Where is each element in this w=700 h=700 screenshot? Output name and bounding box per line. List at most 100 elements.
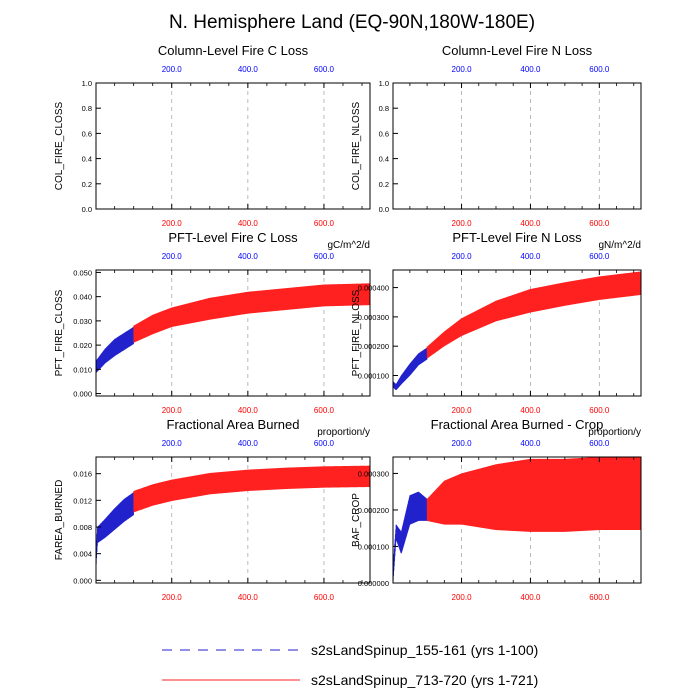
- y-tick-label: 0.6: [82, 129, 92, 138]
- y-axis-label: BAF_CROP: [351, 493, 362, 547]
- x-tick-label-top: 600.0: [314, 439, 335, 448]
- plot-frame: [95, 456, 371, 584]
- series-line-2: [133, 283, 370, 343]
- y-axis-label: PFT_FIRE_CLOSS: [54, 289, 65, 376]
- x-tick-label-top: 200.0: [452, 252, 473, 261]
- x-tick-label-top: 200.0: [162, 252, 183, 261]
- y-tick-label: 0.000100: [358, 371, 389, 380]
- y-tick-label: 0.000300: [358, 313, 389, 322]
- x-tick-label-top: 600.0: [589, 65, 610, 74]
- x-tick-label-bottom: 400.0: [238, 406, 259, 415]
- x-tick-label-top: 200.0: [162, 439, 183, 448]
- series-line-2: [426, 271, 641, 359]
- panel-units: proportion/y: [588, 427, 641, 438]
- y-tick-label: 0.000: [73, 390, 92, 399]
- panel-units: gN/m^2/d: [599, 240, 642, 251]
- panel-title: PFT-Level Fire N Loss: [452, 230, 582, 245]
- x-tick-label-bottom: 600.0: [314, 406, 335, 415]
- x-tick-label-top: 600.0: [589, 439, 610, 448]
- x-tick-label-bottom: 400.0: [520, 593, 541, 602]
- panel-title: Column-Level Fire N Loss: [442, 43, 593, 58]
- panel-1: Column-Level Fire C Loss COL_FIRE_CLOSS 0.…: [54, 43, 371, 228]
- panel-title: Fractional Area Burned: [167, 417, 300, 432]
- y-tick-label: 0.2: [379, 180, 389, 189]
- panel-units: proportion/y: [317, 427, 370, 438]
- y-axis-label: PFT_FIRE_NLOSS: [351, 289, 362, 376]
- y-tick-label: 0.000100: [358, 542, 389, 551]
- panel-6: Fractional Area Burned - Cropproportion/…: [351, 417, 642, 602]
- y-axis-label: FAREA_BURNED: [54, 480, 65, 561]
- panels: Column-Level Fire C Loss COL_FIRE_CLOSS 0.…: [54, 43, 642, 602]
- y-tick-label: 0.4: [379, 155, 389, 164]
- y-tick-label: 0.040: [73, 293, 92, 302]
- plot-frame: [95, 82, 371, 210]
- panel-4: PFT-Level Fire N Loss gN/m^2/d PFT_FIRE_NL…: [351, 230, 642, 415]
- y-tick-label: 0.010: [73, 365, 92, 374]
- x-tick-label-bottom: 200.0: [452, 593, 473, 602]
- series-line-1: [96, 326, 135, 373]
- y-tick-label: 0.004: [73, 550, 92, 559]
- y-tick-label: 0.050: [73, 268, 92, 277]
- x-tick-label-top: 600.0: [314, 252, 335, 261]
- y-tick-label: 0.020: [73, 341, 92, 350]
- y-tick-label: 0.8: [82, 104, 92, 113]
- panel-2: Column-Level Fire N Loss COL_FIRE_NLOSS 0.…: [351, 43, 642, 228]
- y-tick-label: 1.0: [82, 79, 92, 88]
- x-tick-label-bottom: 600.0: [314, 593, 335, 602]
- x-tick-label-bottom: 600.0: [314, 219, 335, 228]
- y-axis-label: COL_FIRE_CLOSS: [54, 101, 65, 190]
- figure-title: N. Hemisphere Land (EQ-90N,180W-180E): [169, 12, 535, 33]
- x-tick-label-top: 600.0: [589, 252, 610, 261]
- y-tick-label: 0.0: [82, 205, 92, 214]
- series-line-1: [393, 491, 428, 581]
- legend: s2sLandSpinup_155-161 (yrs 1-100) s2sLan…: [162, 642, 538, 688]
- panel-5: Fractional Area Burned proportion/y FAREA_…: [54, 417, 371, 602]
- plot-frame: [392, 269, 642, 397]
- plot-frame: [392, 82, 642, 210]
- y-tick-label: 0.000000: [358, 579, 389, 588]
- x-tick-label-bottom: 400.0: [520, 219, 541, 228]
- panel-title: Fractional Area Burned - Crop: [431, 417, 604, 432]
- x-tick-label-top: 400.0: [520, 252, 541, 261]
- panel-3: PFT-Level Fire C Loss gC/m^2/d PFT_FIRE_CL…: [54, 230, 371, 415]
- x-tick-label-top: 400.0: [238, 252, 259, 261]
- x-tick-label-bottom: 400.0: [238, 593, 259, 602]
- x-tick-label-bottom: 200.0: [452, 219, 473, 228]
- series-line-2: [133, 465, 370, 513]
- legend-label-series1: s2sLandSpinup_155-161 (yrs 1-100): [311, 642, 538, 658]
- series-line-1: [96, 492, 135, 565]
- x-tick-label-top: 400.0: [238, 65, 259, 74]
- series-line-1: [393, 347, 428, 390]
- panel-title: PFT-Level Fire C Loss: [168, 230, 298, 245]
- y-tick-label: 0.012: [73, 496, 92, 505]
- x-tick-label-bottom: 600.0: [589, 406, 610, 415]
- x-tick-label-top: 200.0: [452, 65, 473, 74]
- y-tick-label: 0.016: [73, 470, 92, 479]
- x-tick-label-top: 400.0: [520, 439, 541, 448]
- x-tick-label-bottom: 200.0: [162, 406, 183, 415]
- x-tick-label-top: 200.0: [162, 65, 183, 74]
- plot-frame: [392, 456, 642, 584]
- x-tick-label-bottom: 400.0: [238, 219, 259, 228]
- y-tick-label: 0.4: [82, 155, 92, 164]
- y-tick-label: 0.030: [73, 317, 92, 326]
- x-tick-label-bottom: 400.0: [520, 406, 541, 415]
- panel-title: Column-Level Fire C Loss: [158, 43, 309, 58]
- y-tick-label: 0.8: [379, 104, 389, 113]
- panel-units: gC/m^2/d: [328, 240, 371, 251]
- x-tick-label-top: 200.0: [452, 439, 473, 448]
- x-tick-label-top: 600.0: [314, 65, 335, 74]
- y-tick-label: 0.6: [379, 129, 389, 138]
- y-tick-label: 0.000200: [358, 342, 389, 351]
- y-tick-label: 0.000300: [358, 469, 389, 478]
- x-tick-label-top: 400.0: [520, 65, 541, 74]
- y-axis-label: COL_FIRE_NLOSS: [351, 101, 362, 190]
- y-tick-label: 0.000200: [358, 506, 389, 515]
- x-tick-label-top: 400.0: [238, 439, 259, 448]
- y-tick-label: 0.2: [82, 180, 92, 189]
- plot-frame: [95, 269, 371, 397]
- legend-label-series2: s2sLandSpinup_713-720 (yrs 1-721): [311, 672, 538, 688]
- y-tick-label: 0.000: [73, 576, 92, 585]
- x-tick-label-bottom: 200.0: [162, 593, 183, 602]
